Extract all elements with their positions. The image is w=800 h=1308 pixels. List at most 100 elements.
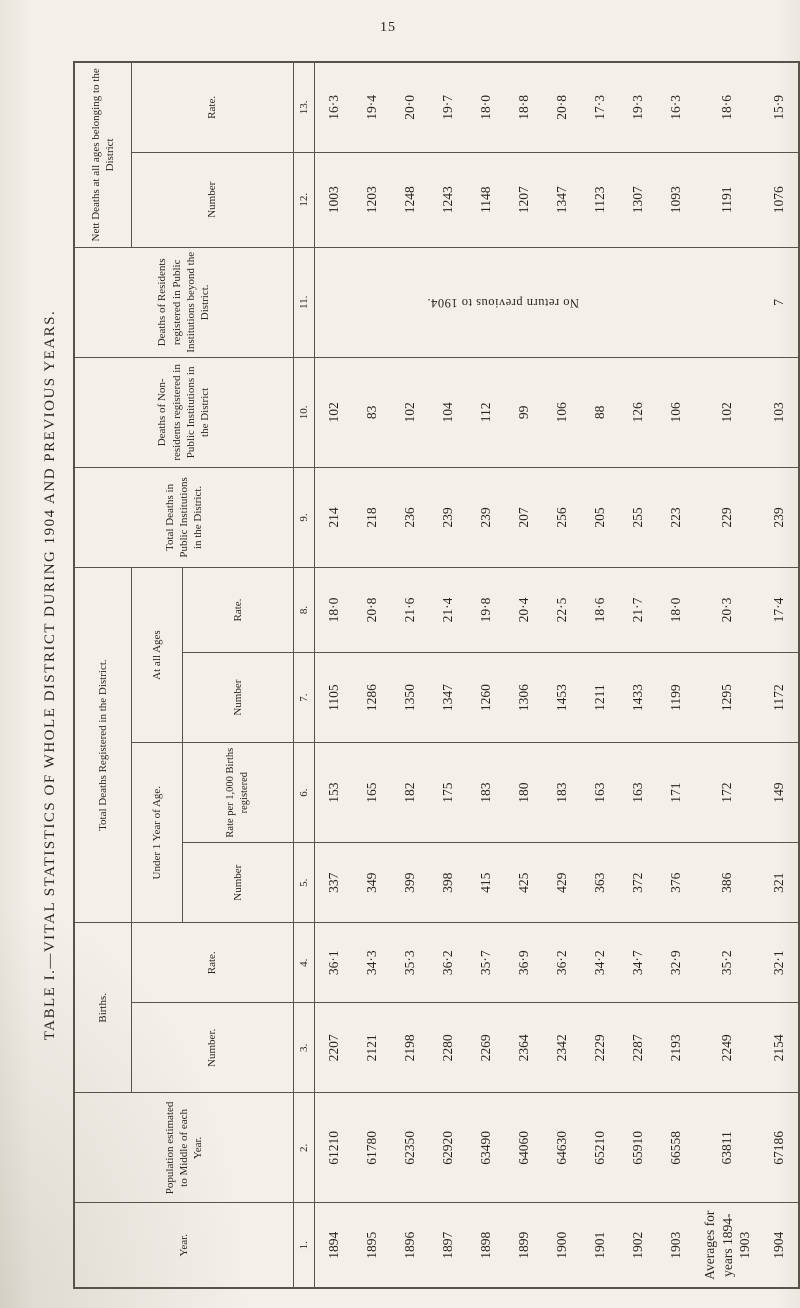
cell-all-number: 1286 [353,652,391,743]
cell-nett-number: 1243 [429,152,467,248]
cell-births-number: 2121 [353,1002,391,1093]
col-header-u1-number: Number [182,842,294,923]
cell-nett-number: 1207 [505,152,543,248]
cell-nett-number: 1076 [759,152,799,248]
group-header-births: Births. [74,922,132,1093]
col-header-nett-number: Number [131,152,294,248]
group-header-nett-deaths: Nett Deaths at all ages belonging to the… [74,62,132,248]
cell-non-residents: 106 [657,357,695,468]
cell-non-residents: 102 [695,357,760,468]
cell-population: 64630 [543,1092,581,1203]
cell-u1-rate: 163 [581,742,619,843]
cell-population: 64060 [505,1092,543,1203]
cell-all-rate: 20·3 [695,567,760,653]
cell-all-number: 1453 [543,652,581,743]
col-num-12: 12. [293,152,315,248]
cell-institutions: 214 [314,467,353,568]
cell-all-number: 1433 [619,652,657,743]
cell-births-rate: 36·1 [314,922,353,1003]
cell-institutions: 239 [467,467,505,568]
page-number: 15 [380,20,396,35]
col-num-9: 9. [293,467,315,568]
header-row-groups: Year. Population estimated to Middle of … [74,62,294,1288]
cell-year: 1903 [657,1202,695,1288]
vital-statistics-table: Year. Population estimated to Middle of … [73,61,800,1289]
cell-births-number: 2280 [429,1002,467,1093]
col-header-births-rate: Rate. [131,922,294,1003]
cell-non-residents: 106 [543,357,581,468]
cell-non-residents: 83 [353,357,391,468]
cell-year: 1901 [581,1202,619,1288]
cell-non-residents: 99 [505,357,543,468]
col-header-births-number: Number. [131,1002,294,1093]
cell-births-number: 2207 [314,1002,353,1093]
col-header-non-residents: Deaths of Non-residents registered in Pu… [74,357,294,468]
cell-all-rate: 20·8 [353,567,391,653]
cell-u1-number: 425 [505,842,543,923]
col-num-10: 10. [293,357,315,468]
cell-nett-number: 1123 [581,152,619,248]
cell-all-number: 1295 [695,652,760,743]
cell-population: 66558 [657,1092,695,1203]
cell-nett-number: 1093 [657,152,695,248]
col-num-4: 4. [293,922,315,1003]
col-num-8: 8. [293,567,315,653]
col-num-1: 1. [293,1202,315,1288]
cell-u1-rate: 172 [695,742,760,843]
cell-u1-number: 386 [695,842,760,923]
col-header-all-rate: Rate. [182,567,294,653]
col-header-population: Population estimated to Middle of each Y… [74,1092,294,1203]
cell-u1-rate: 171 [657,742,695,843]
cell-births-rate: 34·2 [581,922,619,1003]
cell-u1-number: 337 [314,842,353,923]
cell-population: 67186 [759,1092,799,1203]
cell-u1-number: 321 [759,842,799,923]
cell-institutions: 229 [695,467,760,568]
cell-institutions: 236 [391,467,429,568]
cell-all-rate: 21·7 [619,567,657,653]
cell-year: 1894 [314,1202,353,1288]
cell-births-rate: 36·2 [429,922,467,1003]
cell-births-rate: 35·2 [695,922,760,1003]
cell-births-rate: 36·9 [505,922,543,1003]
cell-births-number: 2342 [543,1002,581,1093]
cell-births-number: 2229 [581,1002,619,1093]
table-row: 1897 62920 2280 36·2 398 175 1347 21·4 2… [429,62,467,1288]
cell-non-residents: 88 [581,357,619,468]
table-row: 1900 64630 2342 36·2 429 183 1453 22·5 2… [543,62,581,1288]
cell-births-rate: 32·9 [657,922,695,1003]
cell-u1-number: 376 [657,842,695,923]
cell-institutions: 239 [759,467,799,568]
cell-beyond [695,247,760,358]
cell-u1-number: 415 [467,842,505,923]
cell-u1-number: 399 [391,842,429,923]
cell-births-rate: 35·3 [391,922,429,1003]
cell-births-rate: 32·1 [759,922,799,1003]
table-row-averages: Averages for years 1894-1903 63811 2249 … [695,62,760,1288]
cell-all-number: 1260 [467,652,505,743]
cell-births-number: 2364 [505,1002,543,1093]
cell-year: 1897 [429,1202,467,1288]
col-num-13: 13. [293,62,315,153]
cell-births-rate: 35·7 [467,922,505,1003]
cell-births-number: 2249 [695,1002,760,1093]
cell-nett-rate: 18·0 [467,62,505,153]
col-num-3: 3. [293,1002,315,1093]
subgroup-header-under-1: Under 1 Year of Age. [131,742,183,923]
cell-nett-rate: 19·7 [429,62,467,153]
table-row: 1902 65910 2287 34·7 372 163 1433 21·7 2… [619,62,657,1288]
cell-year: 1898 [467,1202,505,1288]
cell-institutions: 223 [657,467,695,568]
cell-all-rate: 18·6 [581,567,619,653]
cell-institutions: 205 [581,467,619,568]
cell-institutions: 218 [353,467,391,568]
table-row: 1895 61780 2121 34·3 349 165 1286 20·8 2… [353,62,391,1288]
cell-u1-rate: 153 [314,742,353,843]
cell-population: 62920 [429,1092,467,1203]
cell-all-rate: 18·0 [657,567,695,653]
cell-all-number: 1105 [314,652,353,743]
cell-institutions: 255 [619,467,657,568]
cell-nett-rate: 16·3 [657,62,695,153]
cell-non-residents: 126 [619,357,657,468]
cell-births-rate: 36·2 [543,922,581,1003]
